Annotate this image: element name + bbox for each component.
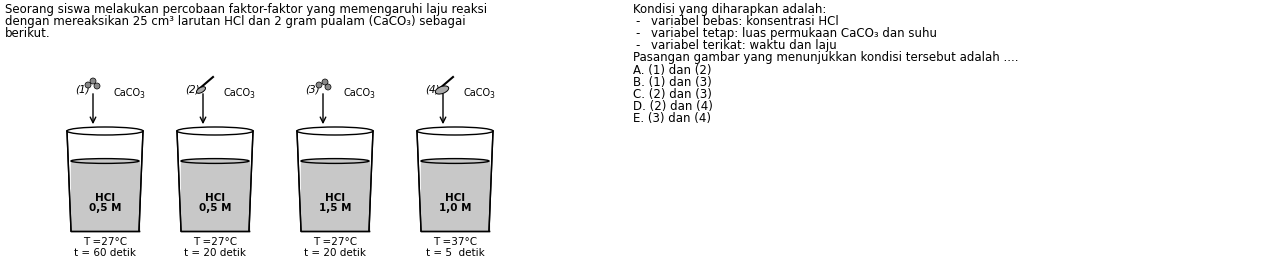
Ellipse shape <box>177 127 253 135</box>
Text: HCl: HCl <box>205 193 225 203</box>
Text: CaCO: CaCO <box>463 88 490 98</box>
Text: 1,5 M: 1,5 M <box>319 203 352 213</box>
Text: (4): (4) <box>426 84 440 94</box>
Text: A. (1) dan (2): A. (1) dan (2) <box>632 64 711 77</box>
Circle shape <box>323 79 328 85</box>
Text: CaCO: CaCO <box>113 88 140 98</box>
Text: t = 20 detik: t = 20 detik <box>304 248 366 258</box>
Polygon shape <box>297 131 373 231</box>
Polygon shape <box>71 161 139 231</box>
Text: T =27°C: T =27°C <box>194 237 237 247</box>
Text: CaCO: CaCO <box>343 88 371 98</box>
Circle shape <box>85 82 91 88</box>
Text: CaCO: CaCO <box>223 88 250 98</box>
Text: -: - <box>635 27 639 40</box>
Text: variabel terikat: waktu dan laju: variabel terikat: waktu dan laju <box>651 39 836 52</box>
Ellipse shape <box>67 127 143 135</box>
Text: 0,5 M: 0,5 M <box>89 203 121 213</box>
Text: HCl: HCl <box>325 193 345 203</box>
Text: t = 5  detik: t = 5 detik <box>425 248 484 258</box>
Text: (3): (3) <box>306 84 320 94</box>
Text: E. (3) dan (4): E. (3) dan (4) <box>632 112 711 125</box>
Text: D. (2) dan (4): D. (2) dan (4) <box>632 100 713 113</box>
Ellipse shape <box>297 127 373 135</box>
Text: -: - <box>635 39 639 52</box>
Ellipse shape <box>417 127 493 135</box>
Ellipse shape <box>421 159 490 163</box>
Text: (2): (2) <box>186 84 200 94</box>
Text: t = 20 detik: t = 20 detik <box>183 248 245 258</box>
Text: HCl: HCl <box>95 193 115 203</box>
Text: 3: 3 <box>490 90 493 99</box>
Text: 3: 3 <box>249 90 254 99</box>
Text: T =27°C: T =27°C <box>312 237 357 247</box>
Polygon shape <box>301 161 369 231</box>
Polygon shape <box>181 161 249 231</box>
Text: HCl: HCl <box>445 193 466 203</box>
Text: (1): (1) <box>76 84 90 94</box>
Text: 3: 3 <box>369 90 374 99</box>
Text: variabel tetap: luas permukaan CaCO₃ dan suhu: variabel tetap: luas permukaan CaCO₃ dan… <box>651 27 937 40</box>
Text: 0,5 M: 0,5 M <box>199 203 231 213</box>
Ellipse shape <box>196 87 205 93</box>
Text: t = 60 detik: t = 60 detik <box>73 248 137 258</box>
Circle shape <box>90 78 96 84</box>
Polygon shape <box>67 131 143 231</box>
Ellipse shape <box>71 159 139 163</box>
Text: 3: 3 <box>139 90 144 99</box>
Text: berikut.: berikut. <box>5 27 51 40</box>
Text: T =37°C: T =37°C <box>433 237 477 247</box>
Polygon shape <box>421 161 490 231</box>
Text: B. (1) dan (3): B. (1) dan (3) <box>632 76 712 89</box>
Text: Pasangan gambar yang menunjukkan kondisi tersebut adalah ....: Pasangan gambar yang menunjukkan kondisi… <box>632 51 1018 64</box>
Ellipse shape <box>181 159 249 163</box>
Text: C. (2) dan (3): C. (2) dan (3) <box>632 88 712 101</box>
Text: Kondisi yang diharapkan adalah:: Kondisi yang diharapkan adalah: <box>632 3 826 16</box>
Circle shape <box>94 83 100 89</box>
Text: variabel bebas: konsentrasi HCl: variabel bebas: konsentrasi HCl <box>651 15 839 28</box>
Text: -: - <box>635 15 639 28</box>
Circle shape <box>325 84 331 90</box>
Ellipse shape <box>435 86 449 94</box>
Text: dengan mereaksikan 25 cm³ larutan HCl dan 2 gram pualam (CaCO₃) sebagai: dengan mereaksikan 25 cm³ larutan HCl da… <box>5 15 466 28</box>
Text: Seorang siswa melakukan percobaan faktor-faktor yang memengaruhi laju reaksi: Seorang siswa melakukan percobaan faktor… <box>5 3 487 16</box>
Polygon shape <box>177 131 253 231</box>
Circle shape <box>316 82 323 88</box>
Text: T =27°C: T =27°C <box>83 237 127 247</box>
Polygon shape <box>417 131 493 231</box>
Ellipse shape <box>301 159 369 163</box>
Text: 1,0 M: 1,0 M <box>439 203 472 213</box>
